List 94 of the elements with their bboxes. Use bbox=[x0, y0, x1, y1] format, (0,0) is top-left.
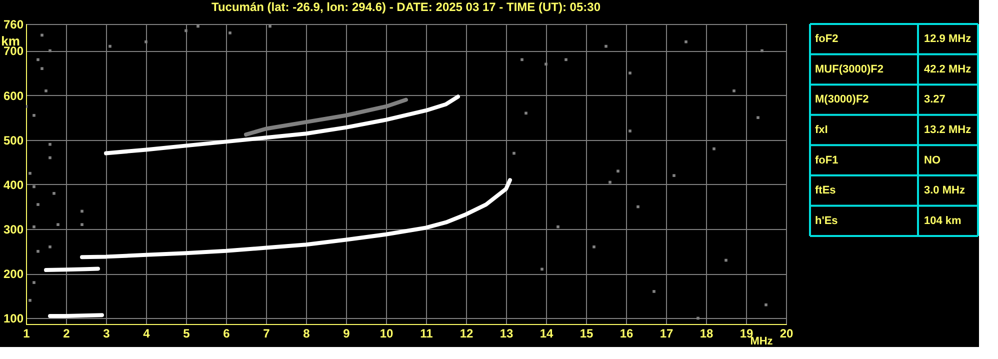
point bbox=[696, 316, 700, 320]
point bbox=[32, 225, 36, 228]
y-tick-label: 200 bbox=[3, 267, 24, 282]
point bbox=[592, 245, 596, 248]
point bbox=[564, 58, 568, 62]
point bbox=[32, 114, 36, 117]
text: 3.0 MHz bbox=[924, 184, 965, 197]
point bbox=[636, 205, 640, 208]
point bbox=[48, 142, 52, 146]
x-tick-label: 5 bbox=[183, 326, 190, 340]
point bbox=[732, 89, 736, 92]
category-label: foF1 bbox=[815, 154, 838, 166]
x-tick-label: 2 bbox=[63, 326, 70, 340]
point bbox=[144, 40, 148, 44]
point bbox=[268, 24, 272, 28]
line-series bbox=[104, 94, 460, 156]
point bbox=[40, 67, 44, 70]
category-label: h'Es bbox=[815, 214, 838, 227]
text: 104 km bbox=[924, 214, 962, 227]
y-tick-label: 760 bbox=[3, 18, 24, 32]
category-label: ftEs bbox=[815, 184, 836, 197]
chart-title: Tucumán (lat: -26.9, lon: 294.6) - DATE: 2025 03 17 - TIME (UT): 05:30 bbox=[212, 0, 601, 14]
point bbox=[32, 185, 36, 188]
point bbox=[544, 62, 548, 66]
point bbox=[556, 225, 560, 228]
y-tick-label: 600 bbox=[3, 88, 24, 103]
x-tick-label: 9 bbox=[343, 326, 350, 340]
point bbox=[56, 223, 60, 226]
x-tick-label: 8 bbox=[303, 326, 310, 340]
point bbox=[32, 281, 36, 284]
x-tick-label: 14 bbox=[540, 326, 554, 340]
point bbox=[28, 298, 32, 302]
point bbox=[28, 172, 32, 175]
x-tick-label: 10 bbox=[380, 326, 394, 340]
point bbox=[540, 268, 544, 271]
point bbox=[184, 29, 188, 32]
point bbox=[40, 34, 44, 37]
x-tick-label: 3 bbox=[103, 326, 110, 340]
text: 42.2 MHz bbox=[924, 63, 972, 76]
point bbox=[684, 40, 688, 44]
x-tick-label: 7 bbox=[263, 326, 270, 340]
point bbox=[652, 290, 656, 293]
point bbox=[764, 303, 768, 306]
point bbox=[520, 58, 524, 62]
y-tick-label: 300 bbox=[3, 222, 24, 237]
text: 3.27 bbox=[924, 94, 946, 106]
point bbox=[512, 152, 516, 155]
point bbox=[760, 49, 764, 52]
point bbox=[756, 116, 760, 120]
point bbox=[36, 203, 40, 206]
y-tick-label: 100 bbox=[3, 312, 24, 326]
point bbox=[48, 156, 52, 160]
point bbox=[628, 72, 632, 74]
point bbox=[108, 44, 112, 48]
point bbox=[604, 44, 608, 48]
x-tick-label: 12 bbox=[460, 326, 474, 340]
point bbox=[228, 32, 232, 34]
x-tick-label: 4 bbox=[143, 326, 150, 340]
point bbox=[672, 174, 676, 177]
point bbox=[36, 58, 40, 62]
x-tick-label: 6 bbox=[223, 326, 230, 340]
y-tick-label: 700 bbox=[3, 44, 24, 58]
point bbox=[80, 210, 84, 213]
point bbox=[608, 180, 612, 184]
point bbox=[48, 49, 52, 52]
point bbox=[616, 170, 620, 173]
x-tick-label: 1 bbox=[23, 326, 30, 340]
text: NO bbox=[924, 154, 940, 166]
x-tick-label: 16 bbox=[620, 326, 634, 340]
x-tick-label: 17 bbox=[660, 326, 674, 340]
point bbox=[196, 24, 200, 28]
x-tick-label: 11 bbox=[420, 326, 434, 340]
x-tick-label: 20 bbox=[780, 326, 794, 340]
point bbox=[524, 112, 528, 115]
point bbox=[36, 250, 40, 253]
x-tick-label: 13 bbox=[500, 326, 514, 340]
point bbox=[80, 223, 84, 226]
x-tick-label: 15 bbox=[580, 326, 594, 340]
point bbox=[44, 89, 48, 92]
category-label: foF2 bbox=[815, 33, 838, 46]
category-label: fxI bbox=[815, 124, 828, 136]
point bbox=[712, 147, 716, 150]
text: 13.2 MHz bbox=[924, 124, 972, 136]
y-tick-label: 400 bbox=[3, 178, 24, 192]
x-tick-label: 18 bbox=[700, 326, 714, 340]
text: 12.9 MHz bbox=[924, 33, 972, 46]
y-tick-label: 500 bbox=[3, 133, 24, 148]
category-label: M(3000)F2 bbox=[815, 94, 869, 106]
point bbox=[628, 130, 632, 132]
point bbox=[52, 192, 56, 195]
point bbox=[724, 258, 728, 262]
point bbox=[48, 245, 52, 248]
category-label: MUF(3000)F2 bbox=[815, 63, 884, 76]
line-series bbox=[80, 178, 512, 260]
